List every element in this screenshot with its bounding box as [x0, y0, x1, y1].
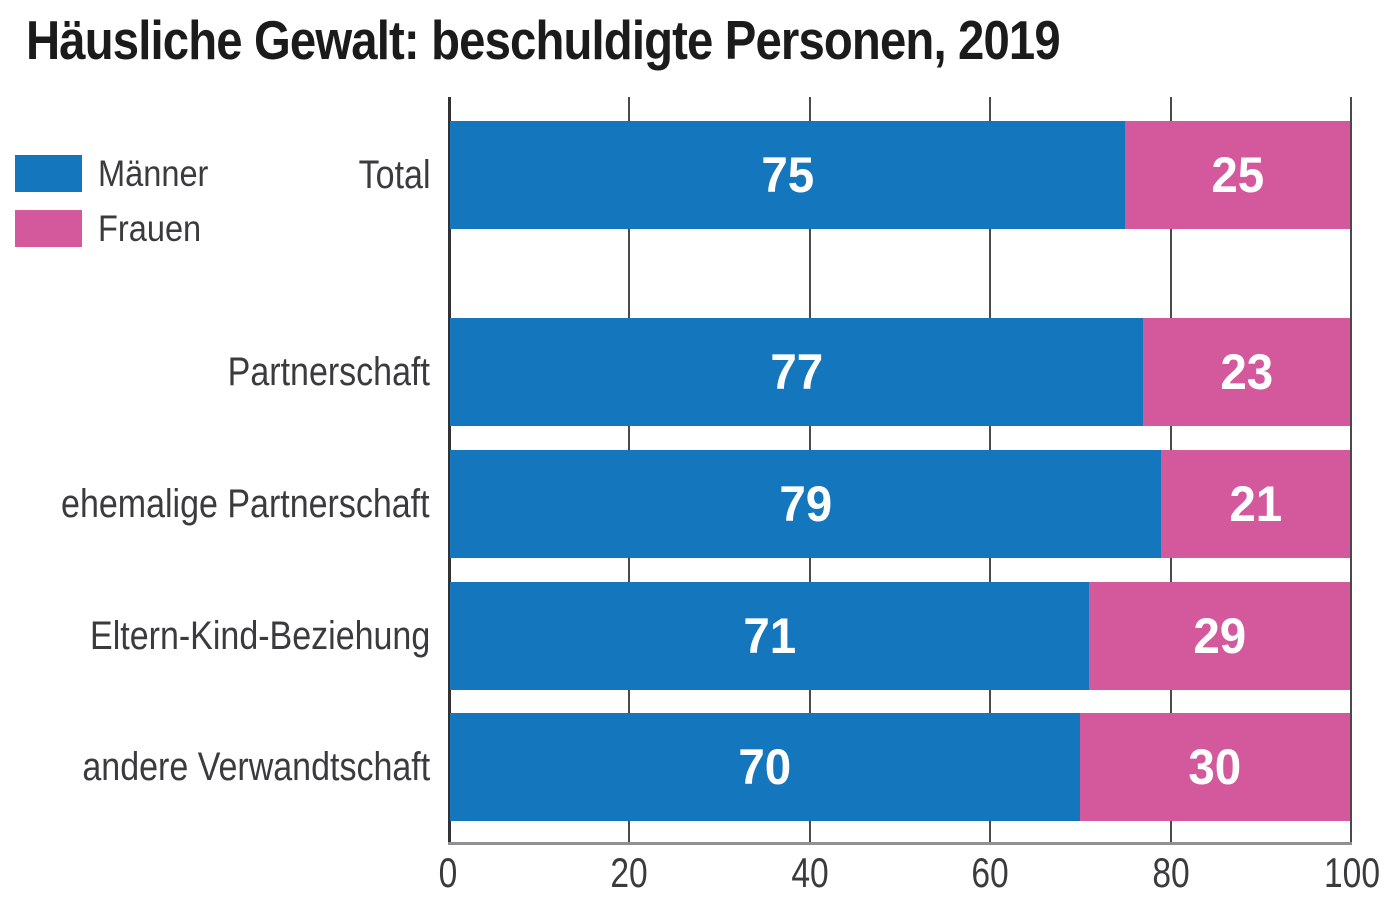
bar-row: 70 30 — [450, 713, 1350, 821]
legend-label-maenner: Männer — [98, 152, 209, 194]
category-label: Total — [358, 153, 430, 197]
bar-value-label: 21 — [1229, 476, 1282, 532]
x-tick-label: 40 — [790, 849, 829, 896]
x-axis: 0 20 40 60 80 100 — [439, 849, 1380, 899]
x-tick-label: 60 — [971, 849, 1010, 896]
bar-segment-maenner: 79 — [450, 450, 1161, 558]
legend-swatch-frauen-icon — [15, 210, 82, 247]
bar-value-label: 30 — [1188, 739, 1242, 795]
category-label: Eltern-Kind-Beziehung — [89, 614, 430, 658]
grid-line — [448, 97, 451, 842]
bar-value-label: 75 — [761, 147, 814, 203]
bar-row: 79 21 — [450, 450, 1350, 558]
bar-value-label: 71 — [743, 608, 796, 664]
legend-label-frauen: Frauen — [98, 207, 202, 249]
bar-row: 71 29 — [450, 582, 1350, 690]
legend-item-maenner: Männer — [15, 152, 223, 194]
legend-swatch-maenner-icon — [15, 155, 82, 192]
plot-area: 75 25 77 23 79 21 71 29 70 30 — [448, 97, 1352, 845]
x-tick-label: 0 — [438, 849, 458, 896]
x-tick-label: 20 — [610, 849, 648, 896]
category-labels: Total Partnerschaft ehemalige Partnerschaf… — [0, 97, 430, 842]
bar-segment-maenner: 70 — [450, 713, 1080, 821]
chart-title: Häusliche Gewalt: beschuldigte Personen,… — [26, 9, 1061, 71]
x-tick-label: 100 — [1323, 849, 1381, 896]
bar-row: 75 25 — [450, 121, 1350, 229]
legend-item-frauen: Frauen — [15, 207, 223, 249]
category-label: Partnerschaft — [227, 350, 430, 394]
bar-segment-frauen: 29 — [1089, 582, 1350, 690]
bar-segment-maenner: 77 — [450, 318, 1143, 426]
bar-value-label: 25 — [1211, 147, 1264, 203]
bar-segment-frauen: 30 — [1080, 713, 1350, 821]
bar-row: 77 23 — [450, 318, 1350, 426]
category-label: andere Verwandtschaft — [82, 745, 430, 789]
bar-value-label: 70 — [738, 739, 792, 795]
bar-segment-maenner: 75 — [450, 121, 1125, 229]
category-label: ehemalige Partnerschaft — [61, 482, 430, 526]
x-tick-label: 80 — [1152, 849, 1190, 896]
bar-value-label: 77 — [770, 344, 823, 400]
grid-line — [1350, 97, 1352, 842]
bar-segment-frauen: 25 — [1125, 121, 1350, 229]
bar-value-label: 79 — [779, 476, 832, 532]
bar-segment-frauen: 21 — [1161, 450, 1350, 558]
bar-value-label: 29 — [1193, 608, 1246, 664]
bars-layer: 75 25 77 23 79 21 71 29 70 30 — [450, 97, 1350, 842]
legend: Männer Frauen — [15, 152, 223, 265]
bar-segment-frauen: 23 — [1143, 318, 1350, 426]
bar-value-label: 23 — [1220, 344, 1273, 400]
bar-segment-maenner: 71 — [450, 582, 1089, 690]
